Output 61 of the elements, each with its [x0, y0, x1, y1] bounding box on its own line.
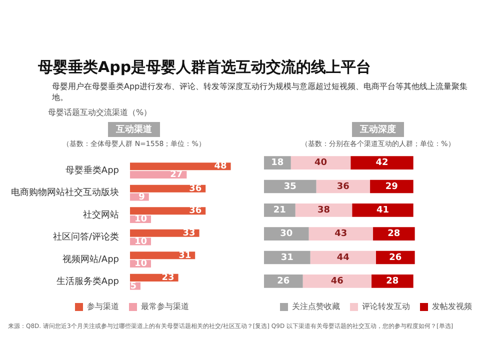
data-label: 43 [334, 229, 348, 240]
data-label: 18 [271, 158, 284, 168]
data-label: 23 [162, 273, 174, 284]
bar [130, 207, 206, 215]
legend-label: 发帖发视频 [432, 302, 472, 312]
y-tick-label: 社交网站 [83, 209, 119, 220]
bar [264, 250, 310, 264]
legend-label: 最常参与渠道 [141, 302, 189, 312]
bar [310, 250, 376, 264]
data-label: 21 [273, 206, 286, 216]
data-label: 29 [385, 182, 398, 192]
legend-label: 关注点赞收藏 [292, 302, 340, 312]
bar [130, 229, 200, 237]
data-label: 46 [330, 276, 344, 287]
text: 母婴话题互动交流渠道（%） [48, 108, 152, 117]
data-label: 30 [280, 229, 293, 240]
bar [373, 227, 415, 240]
bar [295, 204, 352, 217]
bar [290, 156, 351, 170]
bar [130, 184, 206, 192]
data-label: 31 [178, 250, 192, 261]
data-label: 44 [336, 252, 350, 263]
bar [352, 204, 414, 217]
data-label: 9 [138, 192, 145, 202]
bar [302, 274, 372, 288]
bar [350, 156, 414, 170]
data-label: 42 [376, 158, 388, 168]
data-label: 31 [280, 252, 294, 263]
data-label: 33 [182, 228, 196, 238]
data-label: 26 [389, 252, 402, 263]
data-label: 5 [130, 281, 136, 292]
data-label: 41 [376, 206, 389, 216]
data-label: 40 [314, 158, 328, 168]
data-label: 26 [277, 276, 290, 287]
y-tick-label: 电商购物网站社交互动版块 [11, 187, 119, 198]
chart-title: 互动深度 [352, 122, 404, 137]
chart-title: 母婴垂类App是母婴人群首选互动交流的线上平台 [37, 58, 372, 78]
bar [264, 274, 303, 288]
bar [372, 274, 414, 288]
bar [264, 227, 309, 240]
bar [130, 162, 231, 170]
legend-label: 参与渠道 [87, 302, 119, 312]
data-label: 35 [284, 182, 296, 192]
bar [130, 252, 196, 260]
bar [130, 170, 187, 178]
data-label: 28 [388, 229, 400, 240]
text: 互动渠道 [108, 122, 160, 137]
data-label: 28 [386, 276, 399, 287]
y-tick-label: 生活服务类App [56, 276, 120, 288]
data-label: 36 [189, 184, 202, 194]
bar [264, 204, 296, 217]
y-tick-label: 母婴垂类App [65, 164, 120, 176]
data-label: 10 [134, 236, 147, 247]
y-tick-label: 视频网站/App [62, 254, 120, 265]
data-label: 36 [336, 182, 350, 192]
text: 母婴用户在母婴垂类App进行发布、评论、转发等深度互动行为规模与意愿超过短视频、电商平台等其他线上流量聚集地。 [51, 81, 469, 104]
legend-label: 评论转发互动 [362, 302, 410, 312]
bar [308, 227, 374, 240]
y-tick-label: 社区问答/评论类 [52, 232, 119, 243]
bar [264, 180, 316, 194]
data-label: 38 [317, 206, 330, 216]
